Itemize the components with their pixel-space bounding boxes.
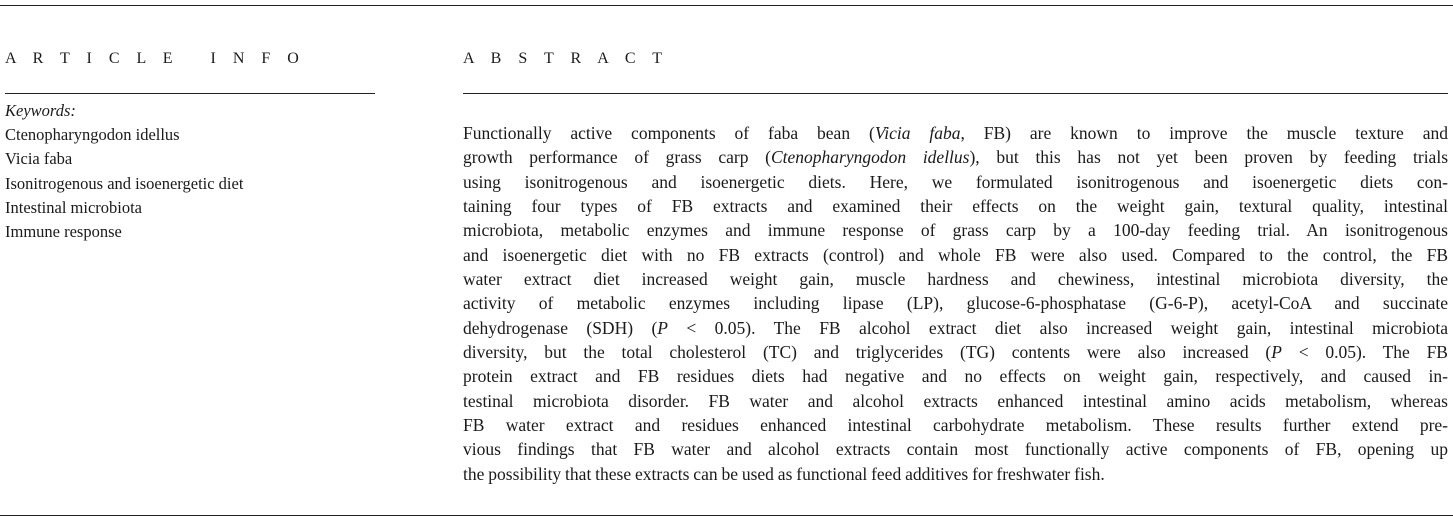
abstract-line: testinal microbiota disorder. FB water a… xyxy=(463,389,1448,413)
italic-term: Vicia faba xyxy=(874,123,961,143)
text-segment: microbiota, metabolic enzymes and immune… xyxy=(463,220,1448,241)
keywords-section: Keywords: Ctenopharyngodon idellus Vicia … xyxy=(5,99,243,244)
keyword-item: Vicia faba xyxy=(5,149,73,169)
abstract-line: Functionally active components of faba b… xyxy=(463,121,1448,145)
keywords-label: Keywords: xyxy=(5,101,76,120)
text-segment: water extract diet increased weight gain… xyxy=(463,269,1448,290)
text-segment: vious findings that FB water and alcohol… xyxy=(463,439,1448,460)
text-segment: taining four types of FB extracts and ex… xyxy=(463,196,1448,217)
abstract-line: vious findings that FB water and alcohol… xyxy=(463,437,1448,461)
italic-term: P xyxy=(1271,342,1282,363)
italic-term: P xyxy=(657,317,668,338)
abstract-line: using isonitrogenous and isoenergetic di… xyxy=(463,170,1448,194)
top-rule xyxy=(0,5,1453,6)
abstract-line: diversity, but the total cholesterol (TC… xyxy=(463,340,1448,364)
text-segment: protein extract and FB residues diets ha… xyxy=(463,366,1448,387)
text-segment: activity of metabolic enzymes including … xyxy=(463,293,1448,314)
keyword-item: Isonitrogenous and isoenergetic diet xyxy=(5,173,244,193)
text-segment: and isoenergetic diet with no FB extract… xyxy=(463,244,1448,265)
italic-term: Ctenopharyngodon idellus xyxy=(770,147,970,168)
text-segment: testinal microbiota disorder. FB water a… xyxy=(463,390,1448,411)
text-segment: < 0.05). The FB alcohol extract diet als… xyxy=(667,317,1448,338)
text-segment: < 0.05). The FB xyxy=(1281,342,1448,363)
abstract-text: Functionally active components of faba b… xyxy=(463,121,1448,486)
article-info-heading: A R T I C L E I N F O xyxy=(5,50,306,67)
abstract-line: and isoenergetic diet with no FB extract… xyxy=(463,243,1448,267)
abstract-line: water extract diet increased weight gain… xyxy=(463,267,1448,291)
abstract-line: the possibility that these extracts can … xyxy=(463,462,1448,486)
text-segment: the possibility that these extracts can … xyxy=(463,463,1105,484)
text-segment: ), but this has not yet been proven by f… xyxy=(969,147,1448,168)
abstract-line: taining four types of FB extracts and ex… xyxy=(463,194,1448,218)
text-segment: Functionally active components of faba b… xyxy=(463,123,875,143)
text-segment: using isonitrogenous and isoenergetic di… xyxy=(463,171,1448,192)
abstract-line: protein extract and FB residues diets ha… xyxy=(463,364,1448,388)
text-segment: FB water extract and residues enhanced i… xyxy=(463,415,1448,436)
text-segment: , FB) are known to improve the muscle te… xyxy=(960,123,1448,143)
article-info-rule xyxy=(5,93,375,94)
abstract-line: FB water extract and residues enhanced i… xyxy=(463,413,1448,437)
bottom-rule xyxy=(0,515,1453,516)
text-segment: dehydrogenase (SDH) ( xyxy=(463,317,658,338)
keyword-item: Immune response xyxy=(5,222,122,242)
keyword-item: Intestinal microbiota xyxy=(5,197,143,217)
abstract-heading: A B S T R A C T xyxy=(463,50,669,67)
text-segment: diversity, but the total cholesterol (TC… xyxy=(463,342,1272,363)
abstract-line: growth performance of grass carp (Ctenop… xyxy=(463,145,1448,169)
abstract-rule xyxy=(463,93,1448,94)
text-segment: growth performance of grass carp ( xyxy=(463,147,771,168)
abstract-line: microbiota, metabolic enzymes and immune… xyxy=(463,218,1448,242)
abstract-line: dehydrogenase (SDH) (P < 0.05). The FB a… xyxy=(463,316,1448,340)
keyword-item: Ctenopharyngodon idellus xyxy=(5,125,180,145)
abstract-line: activity of metabolic enzymes including … xyxy=(463,291,1448,315)
